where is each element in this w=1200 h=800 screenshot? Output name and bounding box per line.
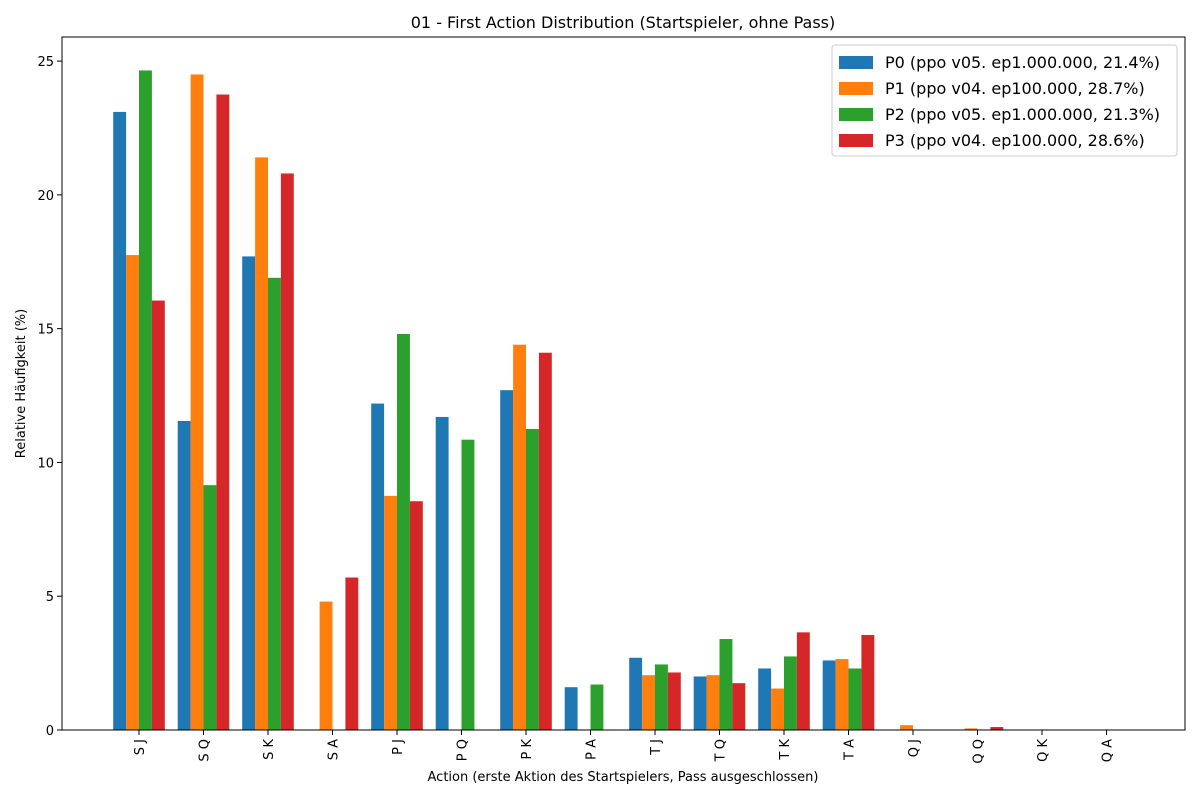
bar-p2-6 xyxy=(526,428,539,730)
bar-p1-10 xyxy=(771,688,784,730)
y-axis-label: Relative Häufigkeit (%) xyxy=(14,309,29,458)
x-tick-label-3: S A xyxy=(327,739,342,760)
legend-label-3: P3 (ppo v04. ep100.000, 28.6%) xyxy=(885,131,1145,150)
bar-p3-2 xyxy=(280,173,294,730)
y-tick-label-4: 20 xyxy=(37,189,54,204)
x-tick-label-5: P Q xyxy=(456,739,471,761)
y-tick-label-5: 25 xyxy=(37,55,54,70)
bar-p3-8 xyxy=(667,672,681,730)
bar-p2-4 xyxy=(397,334,410,730)
bar-p0-10 xyxy=(758,668,772,730)
x-tick-label-2: S K xyxy=(262,739,277,760)
bar-p1-11 xyxy=(835,659,849,730)
bar-p0-4 xyxy=(371,403,385,730)
bar-p2-2 xyxy=(268,277,281,730)
y-tick-label-2: 10 xyxy=(37,456,54,471)
x-tick-label-9: T Q xyxy=(714,739,729,762)
bar-p3-11 xyxy=(861,635,875,730)
bar-p3-4 xyxy=(409,501,423,730)
bar-p3-9 xyxy=(732,683,746,730)
legend-swatch-0 xyxy=(839,56,873,69)
chart-title: 01 - First Action Distribution (Startspi… xyxy=(411,13,835,32)
bar-p2-1 xyxy=(203,485,217,730)
bar-p1-6 xyxy=(513,344,526,730)
x-tick-label-11: T A xyxy=(843,739,858,761)
bar-p2-5 xyxy=(461,439,475,730)
legend-label-2: P2 (ppo v05. ep1.000.000, 21.3%) xyxy=(885,105,1160,124)
legend-label-1: P1 (ppo v04. ep100.000, 28.7%) xyxy=(885,79,1145,98)
x-tick-label-13: Q Q xyxy=(972,739,987,764)
x-tick-label-0: S J xyxy=(133,739,148,755)
x-tick-label-15: Q A xyxy=(1101,739,1116,762)
bar-p0-7 xyxy=(564,687,578,730)
x-tick-label-4: P J xyxy=(391,739,406,755)
bar-p0-9 xyxy=(693,676,707,730)
x-tick-label-12: Q J xyxy=(907,739,922,757)
bar-p0-8 xyxy=(629,657,643,730)
bar-p0-11 xyxy=(822,660,836,730)
legend-label-0: P0 (ppo v05. ep1.000.000, 21.4%) xyxy=(885,53,1160,72)
bar-p0-1 xyxy=(177,420,191,730)
x-tick-label-8: T J xyxy=(649,739,664,756)
bar-p1-1 xyxy=(190,74,204,730)
plot-area: 0 5 10 15 20 25 S J S Q S K S A P J P Q P K P A T J T Q… xyxy=(37,55,1115,764)
legend-swatch-3 xyxy=(839,134,873,147)
bar-p1-12 xyxy=(900,725,913,730)
bar-p2-9 xyxy=(719,639,733,730)
bar-p1-2 xyxy=(255,157,268,731)
legend-box xyxy=(831,44,1178,157)
bar-p2-0 xyxy=(139,70,152,731)
x-tick-label-7: P A xyxy=(585,739,600,760)
bar-p0-5 xyxy=(435,416,449,730)
y-tick-label-1: 5 xyxy=(46,590,54,605)
plot-frame xyxy=(61,36,1186,731)
bar-p2-10 xyxy=(784,656,797,730)
legend-swatch-1 xyxy=(839,82,873,95)
bar-p3-6 xyxy=(538,352,552,730)
bar-p1-8 xyxy=(642,675,655,730)
y-tick-label-0: 0 xyxy=(46,724,54,739)
bar-p1-9 xyxy=(706,675,720,730)
bar-p1-0 xyxy=(126,255,139,730)
bar-p2-11 xyxy=(848,668,862,730)
x-tick-label-1: S Q xyxy=(198,739,213,762)
x-tick-label-10: T K xyxy=(778,739,793,761)
bar-p2-7 xyxy=(590,684,604,730)
legend: P0 (ppo v05. ep1.000.000, 21.4%) P1 (ppo … xyxy=(831,44,1178,157)
bar-p3-10 xyxy=(796,632,810,730)
y-tick-label-3: 15 xyxy=(37,323,54,338)
bar-p3-1 xyxy=(216,94,230,730)
x-axis-label: Action (erste Aktion des Startspielers, … xyxy=(428,770,819,785)
x-tick-label-14: Q K xyxy=(1036,739,1051,762)
bar-p2-8 xyxy=(655,664,668,730)
bar-p3-3 xyxy=(345,577,359,730)
x-tick-label-6: P K xyxy=(520,739,535,760)
bar-p0-6 xyxy=(500,390,514,730)
bar-p3-13 xyxy=(990,727,1004,730)
bar-p0-2 xyxy=(242,256,256,730)
bar-p0-0 xyxy=(113,111,127,730)
bar-p1-13 xyxy=(964,728,978,730)
bar-p1-3 xyxy=(319,601,333,730)
bar-p1-4 xyxy=(384,495,397,730)
bar-p3-0 xyxy=(151,300,165,730)
legend-swatch-2 xyxy=(839,108,873,121)
